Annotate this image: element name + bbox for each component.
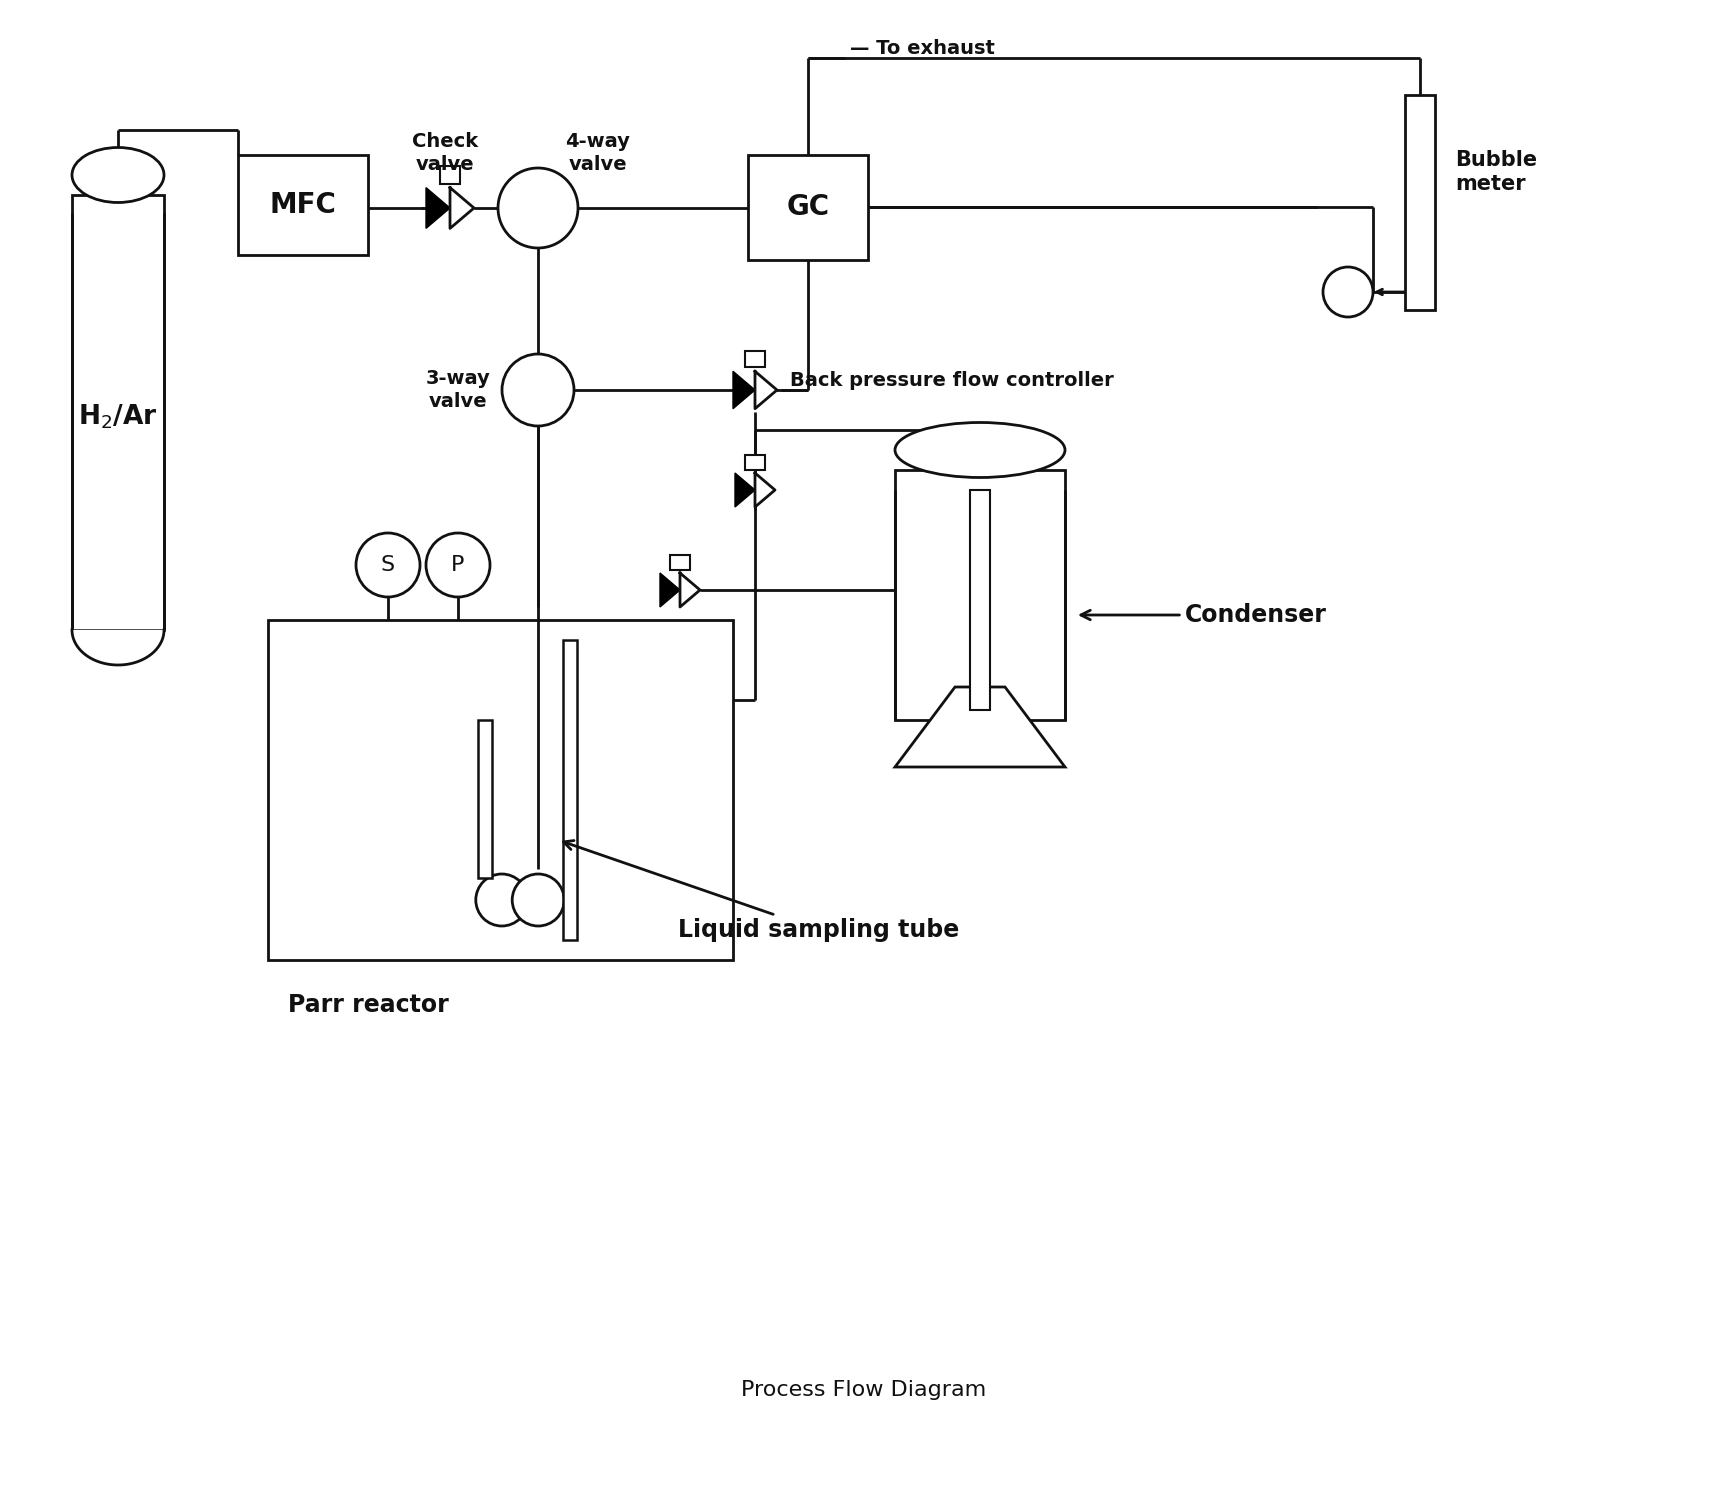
Bar bbox=[479, 720, 492, 877]
Bar bbox=[670, 555, 689, 570]
Circle shape bbox=[1324, 268, 1374, 317]
Polygon shape bbox=[733, 372, 755, 409]
Text: Check
valve: Check valve bbox=[411, 132, 479, 174]
Text: Process Flow Diagram: Process Flow Diagram bbox=[741, 1380, 987, 1399]
Circle shape bbox=[427, 532, 491, 596]
Bar bbox=[1405, 95, 1434, 309]
Text: MFC: MFC bbox=[270, 190, 337, 219]
Bar bbox=[563, 639, 577, 940]
Bar bbox=[238, 155, 368, 254]
Bar bbox=[745, 455, 766, 470]
Circle shape bbox=[475, 874, 527, 926]
Bar bbox=[969, 491, 990, 709]
Text: Liquid sampling tube: Liquid sampling tube bbox=[563, 840, 959, 941]
Text: — To exhaust: — To exhaust bbox=[850, 39, 995, 58]
Polygon shape bbox=[427, 187, 449, 229]
Text: S: S bbox=[380, 555, 396, 575]
Bar bbox=[745, 351, 766, 367]
Text: 3-way
valve: 3-way valve bbox=[425, 369, 491, 412]
Circle shape bbox=[503, 354, 574, 425]
Text: GC: GC bbox=[786, 193, 829, 222]
Text: Back pressure flow controller: Back pressure flow controller bbox=[790, 370, 1115, 390]
Text: P: P bbox=[451, 555, 465, 575]
Bar bbox=[748, 155, 867, 260]
Circle shape bbox=[356, 532, 420, 596]
Polygon shape bbox=[734, 473, 755, 507]
Circle shape bbox=[498, 168, 577, 248]
Polygon shape bbox=[755, 372, 778, 409]
Polygon shape bbox=[895, 687, 1064, 767]
Polygon shape bbox=[660, 572, 681, 607]
Text: H$_2$/Ar: H$_2$/Ar bbox=[78, 403, 157, 431]
Polygon shape bbox=[681, 572, 700, 607]
Bar bbox=[268, 620, 733, 961]
Circle shape bbox=[511, 874, 565, 926]
Polygon shape bbox=[449, 187, 473, 229]
Text: Parr reactor: Parr reactor bbox=[289, 993, 449, 1017]
Bar bbox=[895, 470, 1064, 720]
Ellipse shape bbox=[895, 422, 1064, 477]
Text: Bubble
meter: Bubble meter bbox=[1455, 150, 1538, 195]
Bar bbox=[73, 195, 164, 630]
Polygon shape bbox=[755, 473, 774, 507]
Text: Condenser: Condenser bbox=[1082, 604, 1327, 628]
Text: 4-way
valve: 4-way valve bbox=[565, 132, 631, 174]
Ellipse shape bbox=[73, 147, 164, 202]
Bar bbox=[441, 165, 460, 183]
